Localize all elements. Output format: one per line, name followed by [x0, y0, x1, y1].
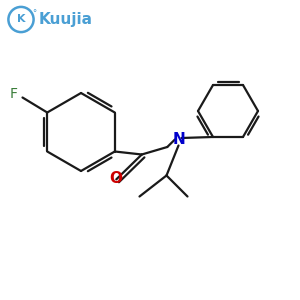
Text: F: F	[10, 88, 17, 101]
Text: O: O	[109, 171, 122, 186]
Text: Kuujia: Kuujia	[39, 12, 93, 27]
Text: N: N	[172, 132, 185, 147]
Text: °: °	[32, 9, 37, 18]
Text: K: K	[17, 14, 25, 25]
